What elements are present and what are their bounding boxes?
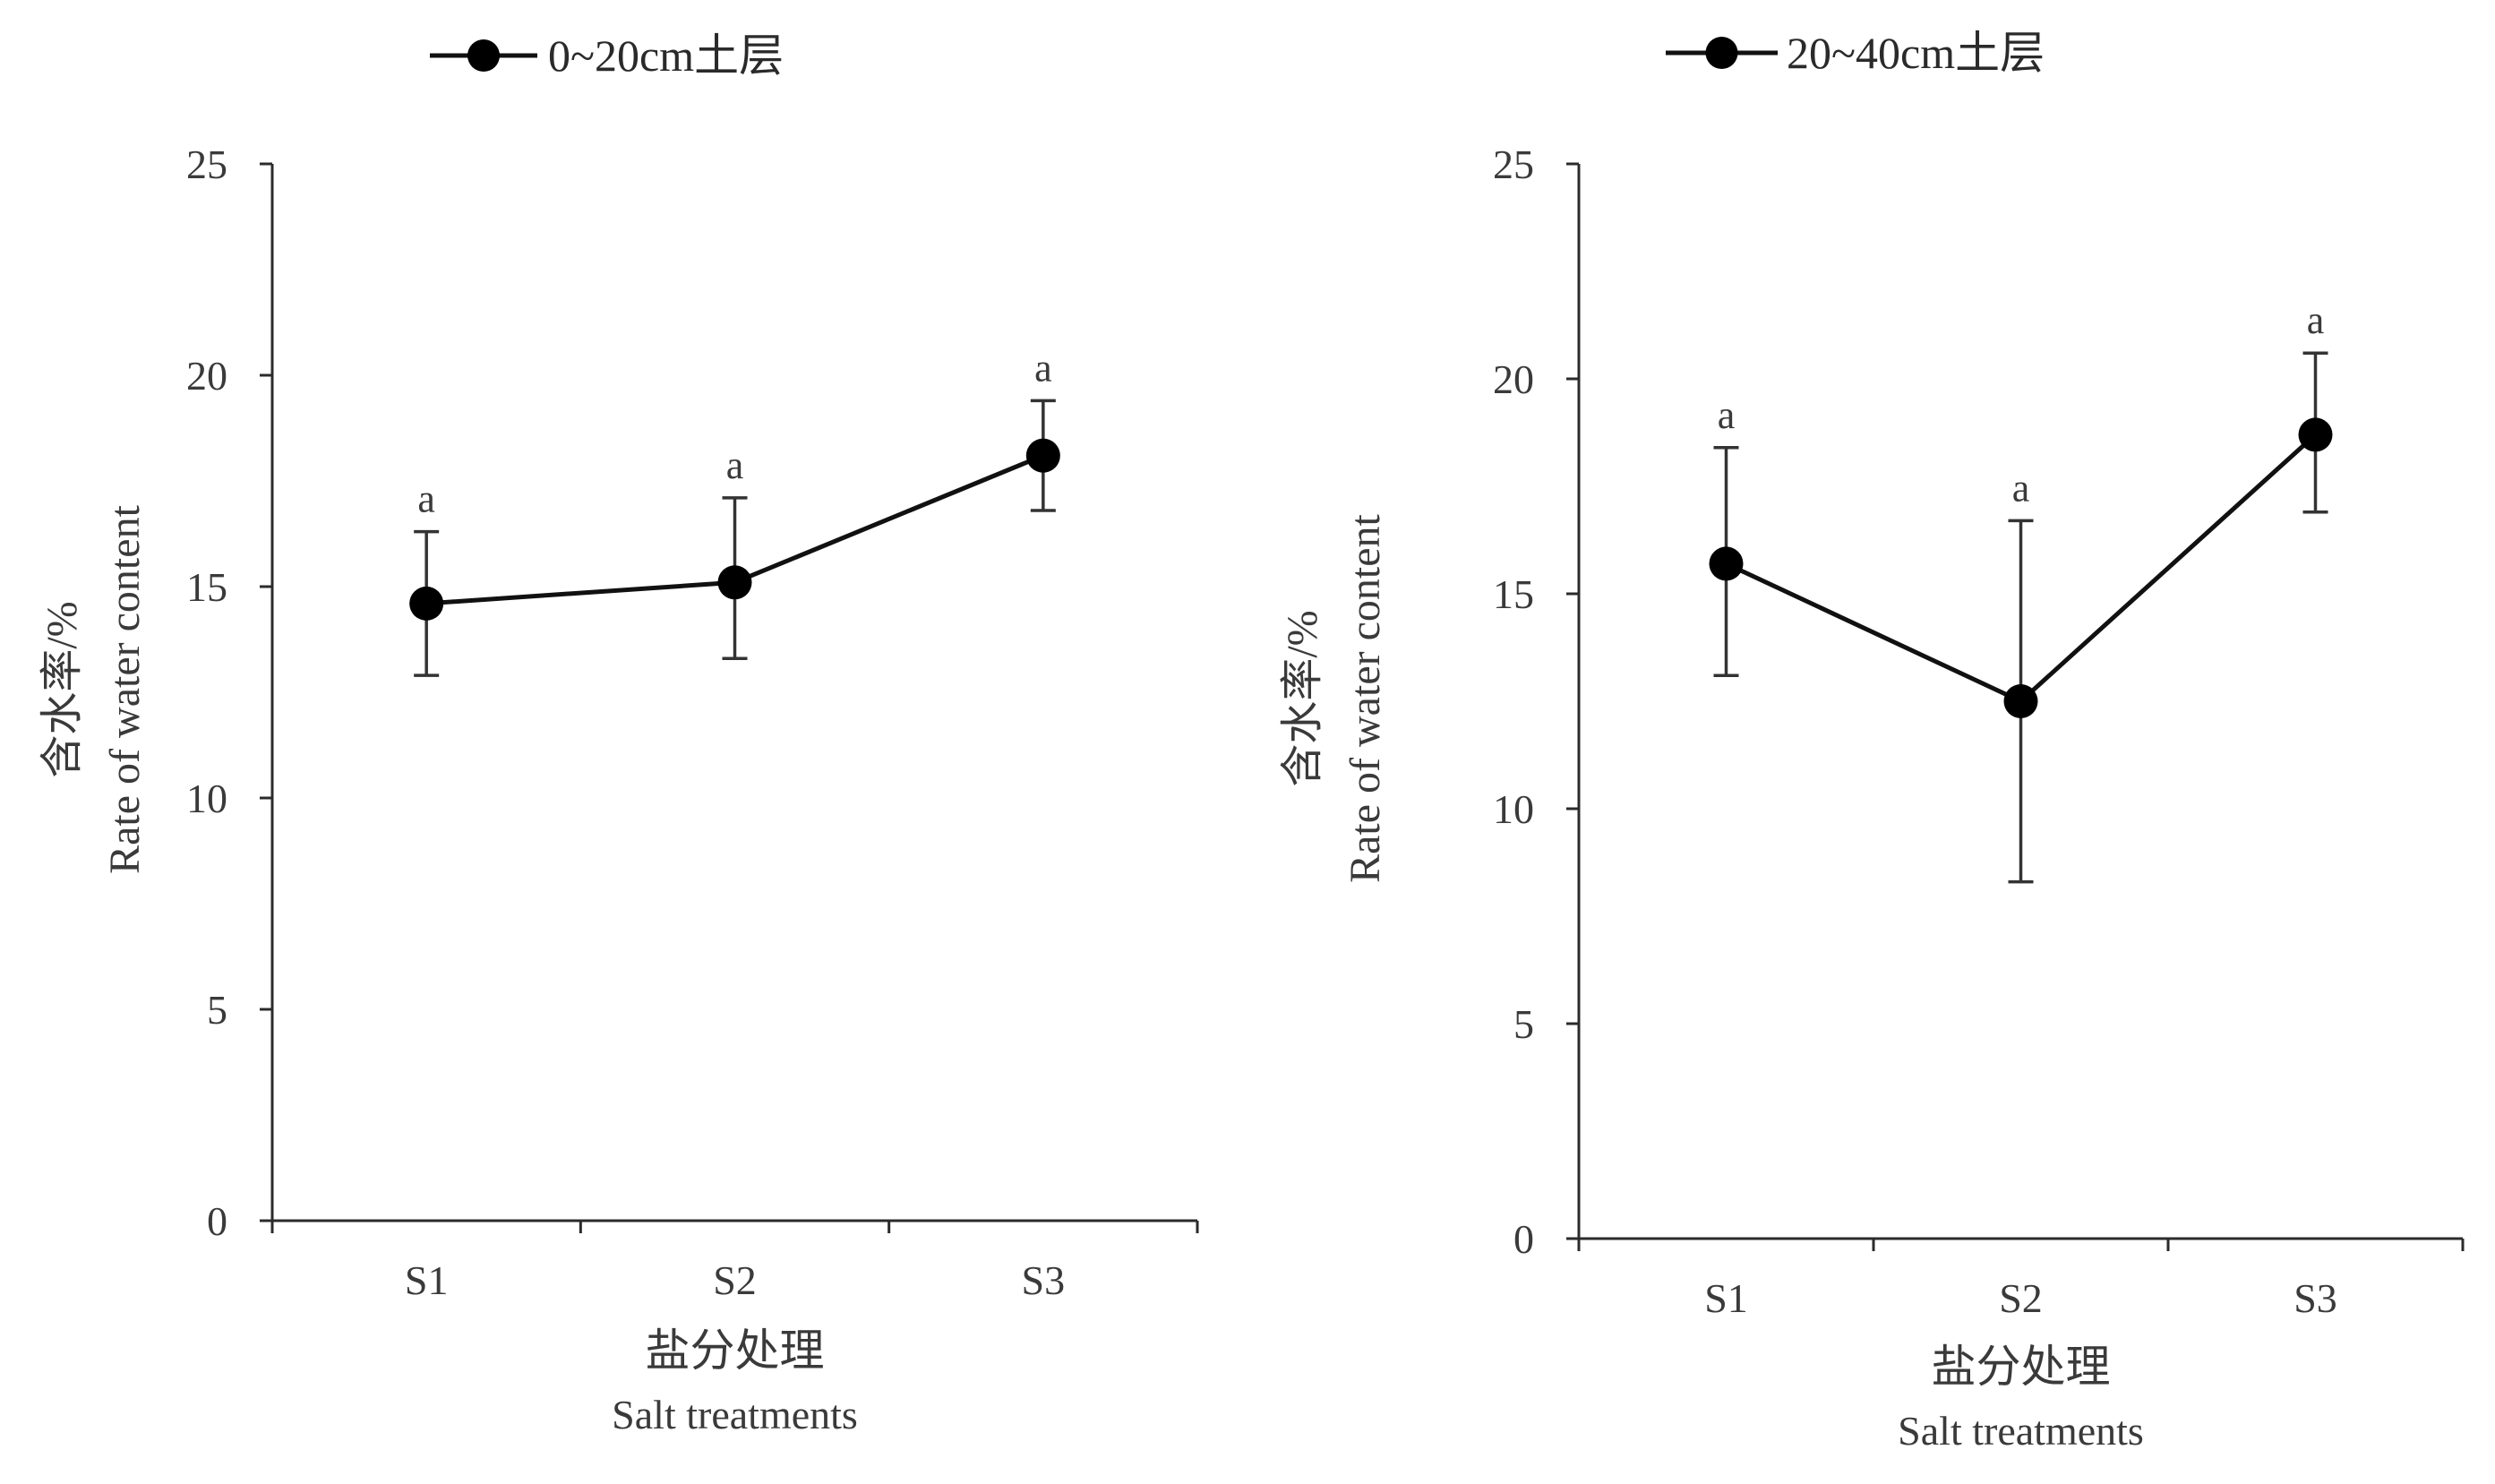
y-tick-label: 20 — [186, 353, 227, 399]
x-axis-title-cn: 盐分处理 — [1932, 1342, 2111, 1392]
x-axis-title-cn: 盐分处理 — [646, 1325, 825, 1376]
y-tick-label: 0 — [207, 1198, 227, 1244]
y-tick-label: 15 — [1493, 571, 1534, 617]
y-tick-label: 10 — [1493, 786, 1534, 832]
x-tick-label: S1 — [405, 1257, 449, 1303]
data-point — [1709, 546, 1744, 581]
significance-letter: a — [726, 443, 744, 487]
chart-panel-right: 0 5 10 15 20 25 S1 S2 S3 盐分处理 Salt treatments 含水率/%… — [1279, 28, 2465, 1454]
legend-label: 20~40cm土层 — [1787, 28, 2045, 78]
y-tick-label: 5 — [1513, 1001, 1534, 1047]
data-point — [2003, 684, 2038, 718]
data-point — [2298, 417, 2333, 452]
y-tick-label: 0 — [1513, 1216, 1534, 1262]
y-axis-title-cn: 含水率/% — [39, 601, 86, 777]
significance-letter: a — [1034, 346, 1052, 390]
significance-letter: a — [417, 477, 435, 521]
y-tick-label: 10 — [186, 776, 227, 821]
y-tick-label: 5 — [207, 987, 227, 1033]
y-tick-label: 15 — [186, 564, 227, 610]
significance-letter: a — [1718, 393, 1736, 437]
x-axis-title-en: Salt treatments — [1898, 1408, 2144, 1454]
y-axis-title-en: Rate of water content — [101, 504, 149, 873]
data-point — [1025, 438, 1060, 473]
x-tick-label: S2 — [713, 1257, 757, 1303]
significance-letter: a — [2012, 466, 2030, 510]
legend-marker — [467, 39, 500, 72]
y-tick-label: 25 — [186, 142, 227, 187]
significance-letter: a — [2307, 298, 2325, 342]
y-tick-label: 25 — [1493, 142, 1534, 187]
chart-panel-left: 0 5 10 15 20 25 S1 S2 S3 盐分处理 Salt treatments 含水率/%… — [39, 30, 1199, 1437]
legend-marker — [1705, 37, 1738, 69]
y-axis-title-en: Rate of water content — [1342, 513, 1389, 882]
x-tick-label: S3 — [2294, 1275, 2337, 1321]
data-point — [717, 565, 752, 600]
y-axis-title-cn: 含水率/% — [1279, 610, 1326, 786]
y-tick-label: 20 — [1493, 356, 1534, 402]
legend-label: 0~20cm土层 — [548, 30, 784, 81]
x-tick-label: S3 — [1022, 1257, 1066, 1303]
x-tick-label: S1 — [1704, 1275, 1748, 1321]
data-point — [409, 586, 444, 621]
x-tick-label: S2 — [1999, 1275, 2043, 1321]
x-axis-title-en: Salt treatments — [612, 1392, 858, 1437]
